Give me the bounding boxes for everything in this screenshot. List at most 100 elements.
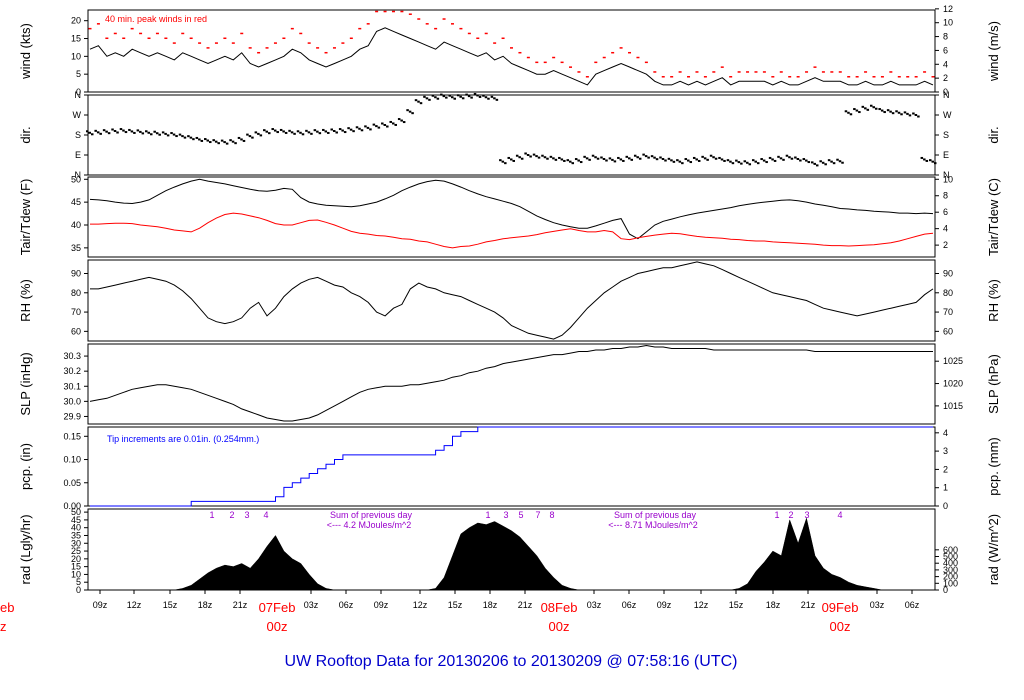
peak-wind-point bbox=[805, 71, 809, 73]
direction-point bbox=[341, 129, 344, 132]
direction-point bbox=[810, 161, 814, 164]
direction-point bbox=[883, 111, 886, 114]
y-tick-label-right: 0 bbox=[943, 585, 948, 595]
peak-wind-point bbox=[434, 27, 438, 30]
y-tick-label: 45 bbox=[71, 515, 81, 525]
direction-point bbox=[678, 160, 682, 163]
series-line-primary bbox=[89, 178, 934, 240]
peak-wind-point bbox=[552, 56, 556, 59]
y-tick-label-right: 60 bbox=[943, 326, 953, 336]
direction-point bbox=[476, 94, 479, 97]
hour-marker: 1 bbox=[774, 510, 779, 520]
direction-point bbox=[246, 133, 249, 136]
direction-point bbox=[242, 139, 246, 142]
direction-point bbox=[594, 156, 597, 159]
peak-wind-point bbox=[543, 61, 547, 64]
direction-point bbox=[495, 98, 499, 101]
y-tick-label: 20 bbox=[71, 16, 81, 26]
peak-wind-point bbox=[316, 47, 320, 49]
direction-point bbox=[743, 160, 747, 163]
hour-marker: 4 bbox=[263, 510, 268, 520]
peak-wind-point bbox=[240, 32, 244, 35]
y-tick-label-right: 4 bbox=[943, 224, 948, 234]
direction-point bbox=[583, 155, 586, 158]
y-tick-label: 80 bbox=[71, 288, 81, 298]
direction-point bbox=[628, 157, 631, 160]
y-axis-label-right: SLP (hPa) bbox=[986, 354, 1001, 414]
direction-point bbox=[406, 109, 409, 112]
y-tick-label: 40 bbox=[71, 523, 81, 533]
direction-point bbox=[756, 162, 760, 165]
direction-point bbox=[461, 97, 465, 100]
y-axis-label: Tair/Tdew (F) bbox=[18, 179, 33, 256]
direction-point bbox=[254, 131, 258, 134]
direction-point bbox=[299, 131, 302, 134]
direction-point bbox=[723, 159, 726, 162]
direction-point bbox=[880, 109, 884, 112]
direction-point bbox=[453, 97, 456, 100]
direction-point bbox=[813, 162, 816, 165]
direction-point bbox=[473, 92, 477, 95]
peak-wind-point bbox=[231, 42, 235, 44]
direction-point bbox=[96, 131, 100, 134]
direction-point bbox=[805, 159, 808, 162]
direction-point bbox=[307, 131, 311, 134]
y-tick-label: 0.15 bbox=[63, 431, 81, 441]
peak-wind-point bbox=[122, 37, 126, 40]
peak-wind-point bbox=[855, 76, 859, 78]
direction-point bbox=[200, 139, 204, 142]
direction-point bbox=[257, 132, 260, 135]
direction-point bbox=[878, 108, 881, 111]
direction-point bbox=[448, 94, 451, 97]
direction-point bbox=[762, 159, 766, 162]
direction-point bbox=[611, 158, 614, 161]
y-tick-label-right: N bbox=[943, 170, 950, 180]
direction-point bbox=[535, 155, 538, 158]
peak-wind-point bbox=[872, 76, 876, 78]
direction-point bbox=[895, 110, 898, 113]
peak-wind-point bbox=[442, 18, 446, 20]
direction-point bbox=[107, 132, 111, 135]
direction-point bbox=[265, 130, 269, 133]
direction-point bbox=[815, 164, 819, 167]
peak-wind-point bbox=[349, 37, 353, 40]
direction-point bbox=[782, 158, 785, 161]
direction-point bbox=[832, 162, 836, 165]
direction-point bbox=[636, 156, 639, 159]
peak-wind-point bbox=[897, 76, 901, 78]
direction-point bbox=[428, 98, 431, 101]
daily-sum-label: Sum of previous day bbox=[330, 510, 413, 520]
direction-point bbox=[709, 154, 713, 157]
x-tick-label: 18z bbox=[766, 600, 781, 610]
direction-point bbox=[914, 114, 918, 116]
peak-wind-point bbox=[746, 71, 750, 73]
date-time-label: 00z bbox=[830, 619, 851, 634]
date-label: 09Feb bbox=[822, 600, 859, 615]
peak-wind-point bbox=[147, 37, 151, 40]
y-tick-label-right: 70 bbox=[943, 307, 953, 317]
direction-point bbox=[908, 114, 912, 117]
y-tick-label: 30.2 bbox=[63, 366, 81, 376]
peak-wind-point bbox=[923, 71, 927, 73]
panel-pressure: 29.9 30.0 30.1 30.2 30.3 1015 1020 1025 SLP (inH… bbox=[18, 343, 1001, 425]
direction-point bbox=[588, 158, 591, 161]
y-tick-label-right: 300 bbox=[943, 565, 958, 575]
y-axis-label: wind (kts) bbox=[18, 23, 33, 80]
direction-point bbox=[625, 155, 629, 158]
direction-point bbox=[541, 154, 544, 157]
direction-point bbox=[155, 132, 159, 135]
direction-point bbox=[124, 131, 128, 134]
peak-wind-point bbox=[282, 37, 286, 40]
peak-wind-point bbox=[375, 10, 379, 13]
peak-wind-point bbox=[400, 10, 404, 13]
direction-point bbox=[484, 96, 488, 99]
direction-point bbox=[251, 136, 254, 139]
direction-point bbox=[113, 130, 117, 132]
direction-point bbox=[605, 159, 608, 162]
direction-point bbox=[128, 128, 131, 131]
direction-point bbox=[779, 157, 783, 160]
direction-point bbox=[161, 131, 165, 134]
direction-point bbox=[619, 158, 623, 161]
direction-point bbox=[676, 159, 679, 162]
